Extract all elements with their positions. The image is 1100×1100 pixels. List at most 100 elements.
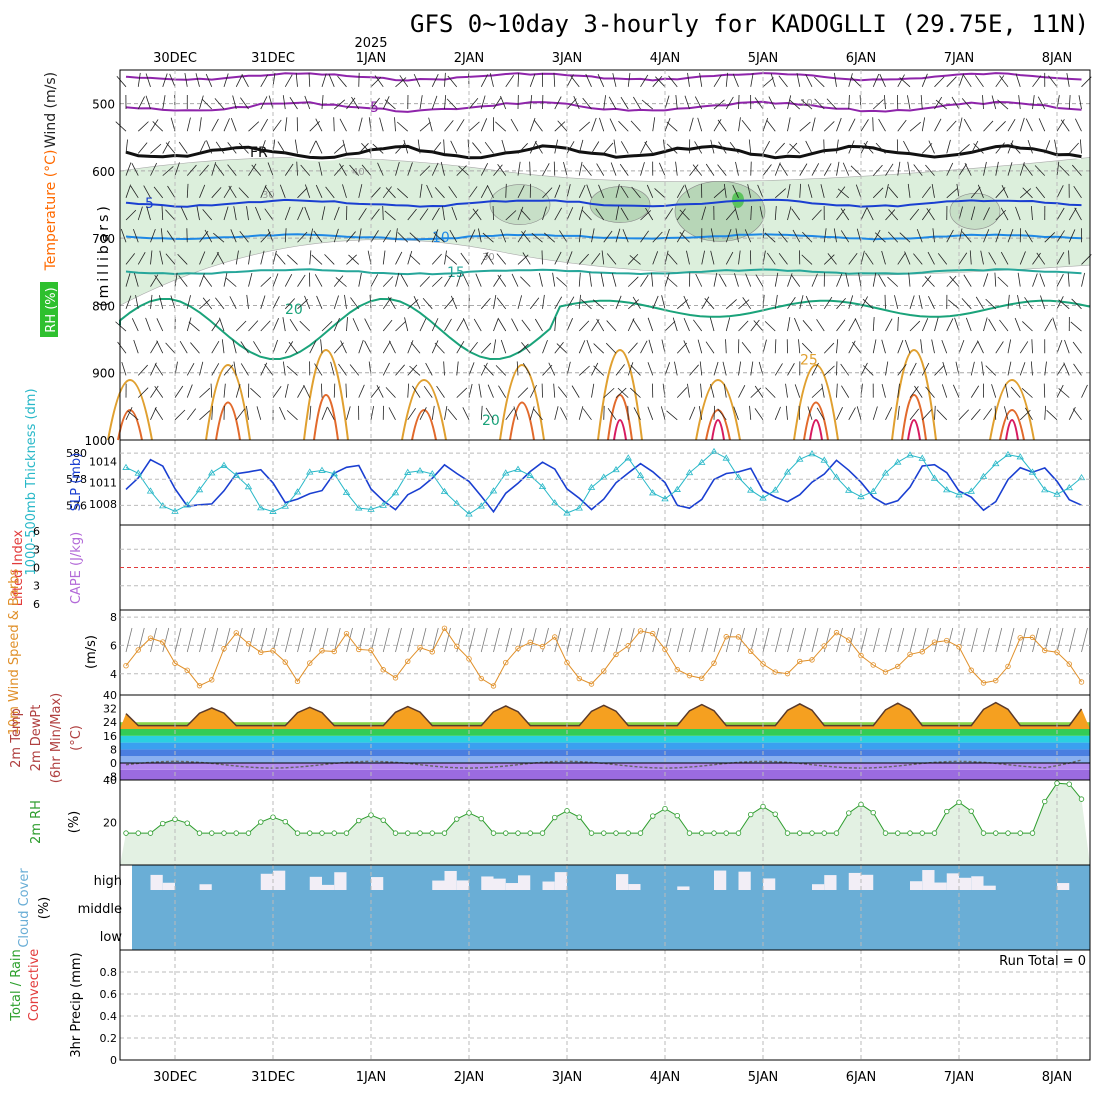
slp-label: SLP (mb) <box>69 453 84 512</box>
slp-point <box>1028 468 1037 475</box>
wind-barb <box>888 209 899 221</box>
wind-barb <box>210 383 213 398</box>
wind-barb <box>186 627 194 653</box>
rh-point <box>478 815 484 822</box>
wind-barb <box>586 339 592 354</box>
wind-barb <box>664 250 669 265</box>
wind-barb <box>970 140 979 154</box>
wind-barb <box>511 273 519 287</box>
rh-point <box>515 830 521 836</box>
wind-barb <box>936 409 948 421</box>
wind-barb <box>713 627 721 653</box>
wind-barb <box>428 117 433 132</box>
wind-barb <box>346 317 348 332</box>
wind-barb <box>676 342 688 354</box>
wind-barb <box>725 299 737 310</box>
wind-barb <box>339 163 347 176</box>
wind-barb <box>578 320 590 332</box>
wind-barb <box>946 162 954 176</box>
rh-point <box>601 830 607 836</box>
rh-point <box>196 830 203 836</box>
wind-barb <box>622 229 629 243</box>
wind-barb <box>860 296 868 310</box>
wind-barb <box>836 117 842 132</box>
wind-barb <box>431 405 435 420</box>
wind-barb <box>1078 95 1082 110</box>
rh-point <box>441 830 448 836</box>
wind-barb <box>284 627 292 653</box>
wind-barb <box>472 208 482 221</box>
wind-barb <box>444 95 447 110</box>
wind-barb <box>554 96 562 110</box>
rh-point <box>490 830 497 836</box>
wind-barb <box>713 272 718 287</box>
wind-barb <box>174 272 178 287</box>
rh-point <box>1054 780 1060 786</box>
wind-barb <box>248 250 251 265</box>
wind-barb <box>705 341 715 354</box>
wind-barb <box>885 163 894 176</box>
wind-barb <box>480 74 489 88</box>
wind-barb <box>468 362 475 376</box>
wind-barb <box>253 341 262 354</box>
isotherm-line <box>891 349 937 441</box>
wind-barb <box>497 274 507 287</box>
wind-barb <box>154 274 164 287</box>
wind-barb <box>199 299 211 310</box>
wind-barb <box>395 364 405 376</box>
wind-barb <box>150 341 159 354</box>
wind-barb <box>542 206 547 221</box>
isotherm-label: FR <box>250 145 268 161</box>
wind-barb <box>333 295 339 309</box>
wind-barb <box>1068 627 1076 653</box>
ytick-label: 500 <box>92 98 115 112</box>
wind-barb <box>422 297 433 310</box>
wind-barb <box>288 341 298 354</box>
wind-barb <box>774 162 781 176</box>
wind-barb <box>970 340 979 354</box>
isotherm-line <box>125 233 1082 241</box>
wind-barb <box>578 121 591 132</box>
wind-barb <box>294 139 298 154</box>
wind-barb <box>125 295 132 309</box>
wind-barb <box>848 252 858 265</box>
rh-point <box>1029 830 1036 836</box>
wind-barb <box>566 627 574 653</box>
wind-barb <box>664 118 671 132</box>
slp-point <box>698 458 706 465</box>
wind-barb <box>860 627 868 653</box>
wind-barb <box>640 340 648 354</box>
wind-barb <box>591 383 595 398</box>
isotherm-line <box>999 409 1025 441</box>
wind-barb <box>419 121 431 132</box>
wind-barb <box>566 141 575 154</box>
slp-point <box>1041 486 1049 493</box>
wind-barb <box>246 206 249 221</box>
wind-barb <box>419 318 427 332</box>
wind-barb <box>349 164 360 176</box>
wind-barb <box>1025 118 1033 132</box>
wind-barb <box>186 408 197 421</box>
wind-barb <box>785 383 788 398</box>
wind-barb <box>184 72 188 87</box>
wind-barb <box>1007 627 1015 653</box>
wind-barb <box>741 341 752 354</box>
wind-barb <box>531 232 543 243</box>
rh-point <box>944 808 950 815</box>
wind-barb <box>468 97 479 110</box>
date-label-bottom: 2JAN <box>454 1070 485 1085</box>
wind-barb <box>750 627 758 653</box>
wind-barb <box>582 408 592 421</box>
isotherm-line <box>205 364 251 441</box>
wind-barb <box>566 207 574 221</box>
wind-barb <box>697 117 703 132</box>
isotherm-line <box>119 297 1091 361</box>
wind-barb <box>529 406 535 420</box>
wind-barb <box>186 295 191 309</box>
wind-barb <box>961 98 972 110</box>
wind-barb <box>295 72 298 87</box>
wind-barb <box>468 121 480 132</box>
wind-barb <box>1068 229 1076 243</box>
wind-barb <box>856 406 862 420</box>
isotherm-label: -5 <box>140 196 154 212</box>
